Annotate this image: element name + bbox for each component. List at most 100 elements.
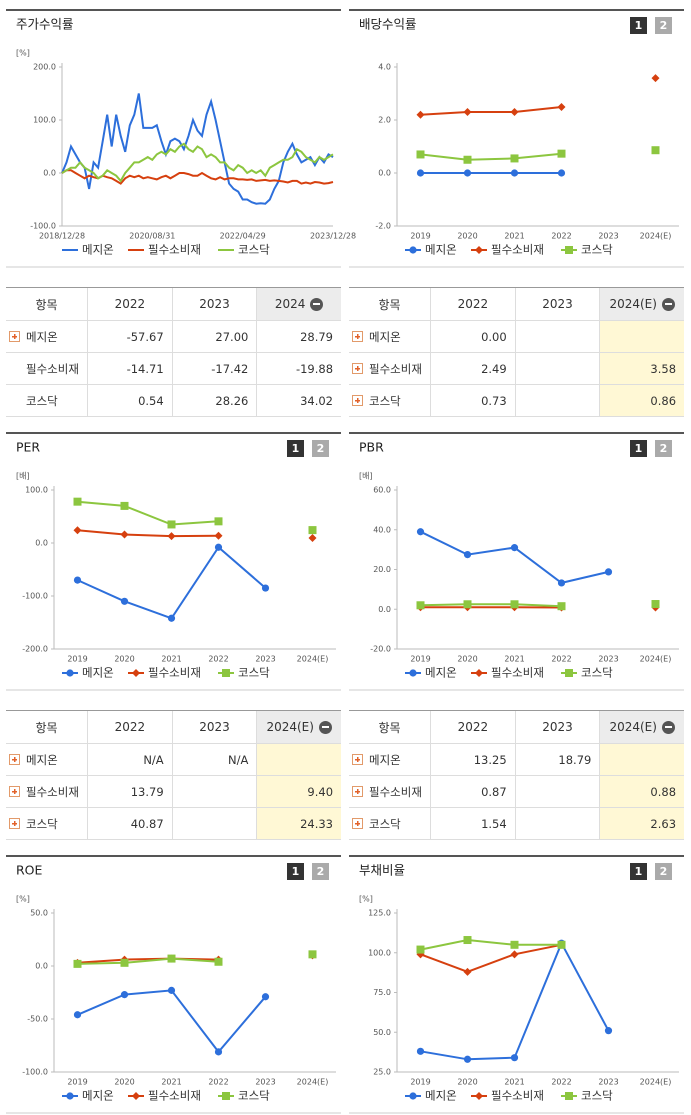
panel-title: PBR (359, 440, 384, 455)
data-point (120, 530, 129, 539)
data-point (261, 993, 270, 1001)
data-point (214, 517, 223, 526)
cell-value: 40.87 (130, 816, 164, 831)
data-point (167, 532, 176, 541)
data-point (73, 1011, 82, 1019)
x-tick-label: 2020 (457, 655, 477, 664)
value-cell: 18.79 (516, 744, 601, 775)
legend-marker (222, 1092, 230, 1100)
x-tick-label: 2024(E) (297, 655, 329, 664)
table-row: 필수소비재 -14.71 -17.42 -19.88 (6, 353, 341, 385)
x-tick-label: 2024(E) (640, 1078, 672, 1087)
panel-title: 주가수익률 (16, 17, 74, 32)
row-label-cell: 코스닥 (6, 385, 88, 416)
cell-value: 0.86 (650, 393, 677, 408)
x-tick-label: 2023/12/28 (310, 232, 356, 241)
header-cell: 항목 (349, 288, 431, 320)
value-cell: 0.54 (88, 385, 173, 416)
value-cell (516, 385, 601, 416)
expand-icon[interactable] (352, 786, 363, 797)
series-line (61, 169, 334, 185)
header-text: 2022 (114, 720, 146, 734)
expand-icon[interactable] (352, 331, 363, 342)
expand-icon[interactable] (352, 818, 363, 829)
value-cell: 0.86 (600, 385, 685, 416)
table-row: 메지온 13.25 18.79 (349, 744, 685, 776)
y-tick-label: 50.0 (30, 909, 48, 918)
value-cell: 24.33 (257, 808, 342, 839)
y-tick-label: 50.0 (373, 1028, 391, 1037)
expand-icon[interactable] (9, 818, 20, 829)
expand-icon[interactable] (352, 395, 363, 406)
data-point (120, 597, 129, 605)
pager-label: 1 (635, 865, 643, 878)
collapse-icon[interactable] (661, 720, 675, 734)
legend-label: 필수소비재 (148, 243, 201, 257)
header-text: 2023 (199, 297, 230, 311)
data-point (416, 1047, 425, 1055)
expand-icon[interactable] (9, 331, 20, 342)
value-cell: 34.02 (257, 385, 341, 416)
collapse-icon[interactable] (661, 297, 675, 311)
pager-label: 2 (660, 865, 668, 878)
expand-icon[interactable] (352, 363, 363, 374)
expand-icon[interactable] (9, 786, 20, 797)
pager-label: 1 (292, 865, 300, 878)
series-line (421, 604, 656, 606)
legend-label: 필수소비재 (148, 666, 201, 680)
row-label-cell: 필수소비재 (6, 776, 88, 807)
header-cell: 2022 (431, 711, 516, 743)
legend-label: 코스닥 (238, 666, 270, 680)
value-cell (516, 321, 601, 352)
cell-value: 3.58 (650, 361, 677, 376)
pager-button (312, 863, 329, 880)
table-row: 메지온 0.00 (349, 321, 685, 353)
unit-label: [배] (16, 472, 30, 481)
series-line (78, 502, 313, 530)
value-cell (173, 808, 258, 839)
expand-icon[interactable] (9, 754, 20, 765)
x-tick-label: 2021 (504, 1078, 524, 1087)
value-cell: 0.73 (431, 385, 516, 416)
data-point (261, 584, 270, 592)
legend-marker (132, 669, 140, 677)
pager-button (655, 440, 672, 457)
cell-value: 18.79 (558, 752, 592, 767)
pager-button (312, 440, 329, 457)
row-label: 필수소비재 (26, 361, 79, 376)
x-tick-label: 2019 (410, 1078, 430, 1087)
row-label: 코스닥 (26, 393, 58, 408)
data-point (651, 74, 660, 83)
collapse-icon[interactable] (310, 297, 324, 311)
header-text: 항목 (35, 297, 58, 312)
header-text: 2022 (457, 297, 489, 311)
legend-marker (409, 1092, 417, 1100)
data-point (120, 958, 129, 967)
table-row: 메지온 N/A N/A (6, 744, 342, 776)
data-point (510, 950, 519, 959)
header-cell: 2023 (516, 711, 601, 743)
x-tick-label: 2020 (114, 655, 134, 664)
series-line (421, 150, 656, 160)
data-point (214, 1048, 223, 1056)
data-table: 항목 2022 2023 2024(E) 메지온 0.00 필수소비재 2.49 3.58 코스닥… (349, 287, 685, 417)
series-line (61, 93, 334, 205)
data-point (651, 600, 660, 609)
x-tick-label: 2024(E) (640, 655, 672, 664)
row-label-cell: 필수소비재 (349, 776, 431, 807)
y-tick-label: 0.0 (43, 169, 56, 178)
row-label-cell: 필수소비재 (349, 353, 431, 384)
value-cell (516, 353, 601, 384)
data-point (557, 103, 566, 112)
row-label: 필수소비재 (26, 784, 79, 799)
table-row: 코스닥 40.87 24.33 (6, 808, 342, 840)
x-tick-label: 2024(E) (640, 232, 672, 241)
row-label-cell: 메지온 (6, 321, 88, 352)
value-cell: 0.87 (431, 776, 516, 807)
expand-icon[interactable] (352, 754, 363, 765)
data-point (214, 531, 223, 540)
x-tick-label: 2023 (598, 232, 618, 241)
y-tick-label: 25.0 (373, 1068, 391, 1077)
collapse-icon[interactable] (318, 720, 332, 734)
